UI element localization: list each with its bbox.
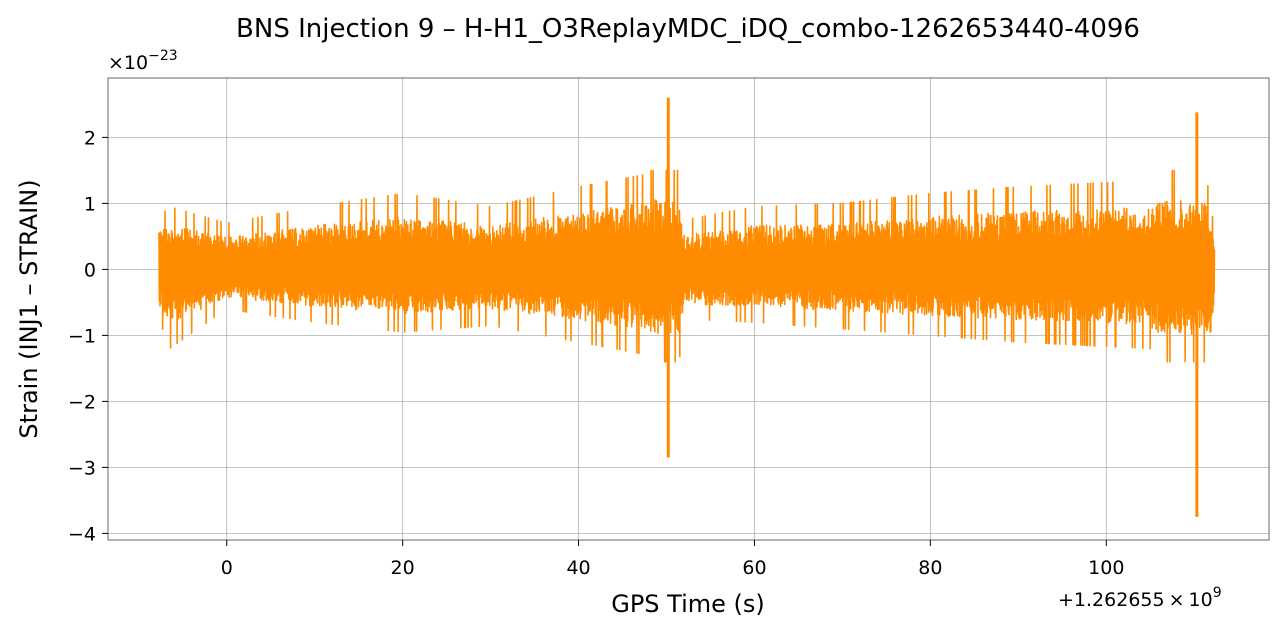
x-offset-label: +1.262655 × 109 [1058, 585, 1222, 611]
x-axis-label: GPS Time (s) [611, 590, 765, 618]
y-tick-label: −2 [68, 391, 96, 413]
strain-series-line [158, 169, 1216, 363]
x-tick-label: 80 [918, 557, 942, 579]
x-tick-label: 100 [1088, 557, 1124, 579]
x-offset-ten: 10 [1189, 589, 1213, 611]
y-axis-ticks: 2 1 0 −1 −2 −3 −4 [68, 127, 108, 545]
x-tick-label: 60 [742, 557, 766, 579]
x-tick-label: 0 [221, 557, 233, 579]
svg-text:+1.262655×109: +1.262655 × 109 [1058, 585, 1222, 611]
chart-title: BNS Injection 9 – H-H1_O3ReplayMDC_iDQ_c… [236, 14, 1140, 44]
y-multiplier-ten: 10 [124, 52, 148, 74]
x-tick-label: 20 [391, 557, 415, 579]
y-tick-label: 0 [84, 259, 96, 281]
y-tick-label: −4 [68, 523, 96, 545]
plot-area [158, 97, 1216, 517]
plot-frame [107, 77, 1270, 541]
y-axis-label: Strain (INJ1 – STRAIN) [15, 179, 43, 438]
x-offset-times: × [1169, 589, 1185, 611]
y-tick-label: −3 [68, 457, 96, 479]
x-tick-label: 40 [566, 557, 590, 579]
y-tick-label: 1 [84, 193, 96, 215]
y-tick-label: 2 [84, 127, 96, 149]
x-offset-base: +1.262655 [1058, 589, 1165, 611]
x-offset-exp: 9 [1213, 585, 1222, 601]
y-multiplier-exp: −23 [148, 48, 178, 64]
x-axis-ticks: 0 20 40 60 80 100 [221, 540, 1124, 579]
y-tick-label: −1 [68, 325, 96, 347]
y-multiplier: ×10−23 [108, 48, 178, 74]
svg-text:×10−23: ×10−23 [108, 48, 178, 74]
y-multiplier-times: × [108, 52, 124, 74]
